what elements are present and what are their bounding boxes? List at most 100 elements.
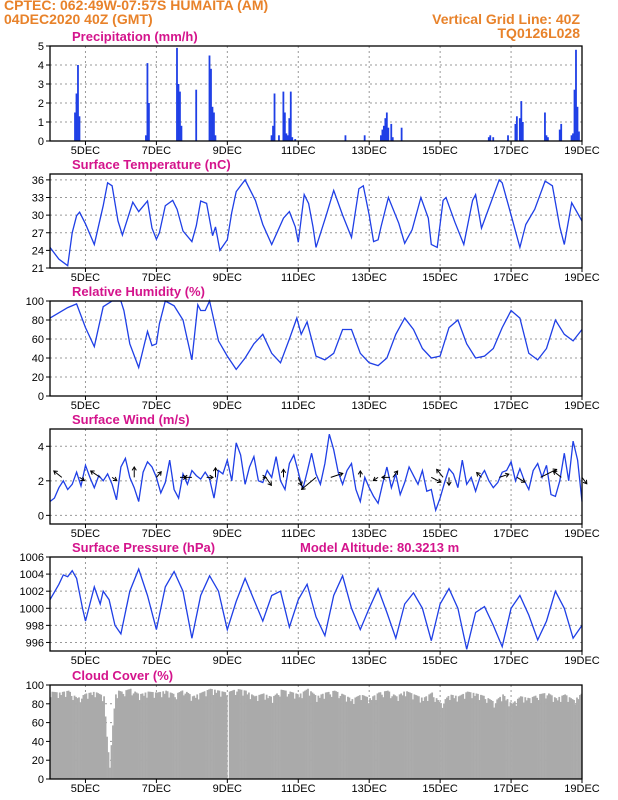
cloud-bar	[128, 689, 131, 779]
cloud-bar	[208, 689, 210, 779]
cloud-bar	[70, 695, 73, 779]
cloud-bar	[496, 699, 499, 779]
cloud-bar	[406, 691, 408, 779]
cloud-bar	[349, 701, 352, 779]
y-tick-label: 21	[32, 263, 44, 275]
cloud-bar	[234, 694, 237, 779]
wind-vector	[156, 471, 162, 478]
cloud-bar	[530, 703, 533, 779]
cloud-bar	[264, 699, 267, 779]
x-tick-label: 13DEC	[351, 272, 387, 284]
x-tick-label: 15DEC	[422, 400, 458, 412]
x-tick-label: 5DEC	[71, 400, 100, 412]
cloud-bar	[559, 701, 562, 779]
cloud-bar	[73, 695, 76, 779]
cloud-bar	[123, 696, 126, 779]
cloud-bar	[357, 695, 360, 779]
cloud-bar	[573, 700, 575, 779]
cloud-bar	[539, 694, 541, 779]
cloud-bar	[175, 699, 178, 779]
x-tick-label: 11DEC	[281, 272, 316, 284]
cloud-bar	[553, 697, 556, 779]
wind-arrowhead	[357, 470, 363, 475]
precip-bar	[387, 127, 390, 141]
cloud-bar	[183, 695, 185, 779]
precip-bar	[382, 125, 385, 141]
cloud-bar	[460, 694, 463, 779]
x-tick-label: 11DEC	[281, 528, 316, 540]
cloud-bar	[511, 703, 513, 779]
cloud-bar	[468, 691, 470, 779]
wind-vector	[111, 476, 118, 481]
precip-bar	[515, 116, 518, 141]
cloud-bar	[358, 695, 361, 779]
cloud-bar	[185, 691, 188, 779]
cloud-bar	[323, 698, 326, 779]
cloud-bar	[122, 693, 125, 779]
precip-bar	[380, 135, 382, 141]
y-tick-label: 24	[32, 245, 44, 257]
wind-vector	[581, 477, 588, 485]
cloud-bar	[103, 696, 105, 779]
cloud-bar	[410, 693, 413, 779]
x-tick-label: 19DEC	[564, 528, 600, 540]
cloud-bar	[258, 694, 261, 779]
precip-bar	[489, 135, 492, 141]
panel-title: Surface Pressure (hPa)	[72, 540, 215, 555]
cloud-bar	[141, 693, 144, 779]
cloud-bar	[237, 689, 240, 779]
cloud-bar	[367, 703, 370, 779]
cloud-bar	[456, 701, 459, 779]
cloud-bar	[153, 697, 156, 779]
cloud-bar	[481, 695, 484, 779]
cloud-bar	[270, 696, 272, 779]
cloud-bar	[101, 701, 104, 779]
cloud-bar	[132, 693, 135, 779]
cloud-bar	[509, 702, 512, 779]
cloud-bar	[215, 692, 218, 779]
y-tick-label: 60	[32, 718, 44, 730]
x-tick-label: 9DEC	[213, 528, 242, 540]
wind-arrowhead	[582, 479, 588, 485]
cloud-bar	[104, 716, 107, 779]
cloud-bar	[196, 694, 199, 779]
cloud-bar	[428, 694, 431, 779]
cloud-bar	[57, 698, 60, 779]
panel-title: Cloud Cover (%)	[72, 668, 173, 683]
cloud-bar	[528, 698, 531, 779]
cloud-bar	[533, 696, 536, 779]
cloud-bar	[146, 697, 148, 779]
cloud-bar	[549, 694, 552, 779]
cloud-bar	[299, 693, 302, 779]
cloud-bar	[292, 692, 295, 779]
cloud-bar	[206, 690, 209, 779]
cloud-bar	[389, 698, 392, 779]
cloud-bar	[419, 702, 422, 779]
cloud-bar	[178, 692, 181, 779]
cloud-bar	[373, 695, 376, 779]
y-tick-label: 1002	[20, 586, 44, 598]
wind-arrowhead	[552, 470, 558, 475]
cloud-bar	[571, 699, 574, 779]
cloud-bar	[376, 693, 379, 779]
precip-bar	[487, 137, 490, 141]
y-tick-label: 80	[32, 315, 44, 327]
cloud-bar	[250, 694, 253, 779]
cloud-bar	[361, 695, 364, 779]
cloud-bar	[426, 700, 429, 779]
cloud-bar	[112, 725, 114, 779]
cloud-bar	[224, 692, 227, 779]
cloud-bar	[534, 695, 537, 779]
cloud-bar	[352, 703, 355, 779]
cloud-bar	[159, 691, 162, 779]
y-tick-label: 3	[38, 79, 44, 91]
cloud-bar	[546, 695, 549, 779]
cloud-bar	[100, 694, 103, 779]
x-tick-label: 7DEC	[142, 400, 171, 412]
cloud-bar	[562, 695, 565, 779]
y-tick-label: 20	[32, 755, 44, 767]
y-tick-label: 33	[32, 193, 44, 205]
cloud-bar	[83, 694, 86, 779]
x-tick-label: 11DEC	[281, 783, 316, 795]
cloud-bar	[432, 697, 435, 779]
